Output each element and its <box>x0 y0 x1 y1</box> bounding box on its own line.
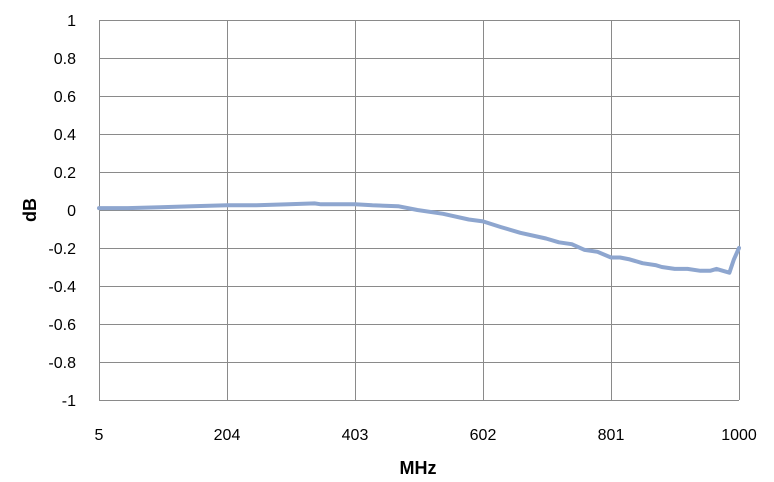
x-axis-title: MHz <box>400 458 437 478</box>
y-tick-labels: 1 0.8 0.6 0.4 0.2 0 -0.2 -0.4 -0.6 -0.8 -1 <box>48 13 76 410</box>
series-layer <box>99 203 739 272</box>
x-tick-label: 204 <box>214 427 241 444</box>
y-tick-label: 0.6 <box>54 89 76 106</box>
y-tick-label: -0.6 <box>48 317 76 334</box>
x-tick-label: 403 <box>342 427 369 444</box>
x-tick-label: 801 <box>598 427 625 444</box>
y-tick-label: -0.8 <box>48 355 76 372</box>
y-tick-label: 1 <box>67 13 76 30</box>
y-tick-label: 0.8 <box>54 51 76 68</box>
y-tick-label: 0.4 <box>54 127 76 144</box>
y-tick-label: -1 <box>62 393 76 410</box>
y-tick-label: -0.2 <box>48 241 76 258</box>
series-line <box>99 203 739 272</box>
x-tick-labels: 5 204 403 602 801 1000 <box>95 427 757 444</box>
y-tick-label: -0.4 <box>48 279 76 296</box>
y-tick-label: 0.2 <box>54 165 76 182</box>
y-axis-title: dB <box>20 198 40 222</box>
x-tick-label: 1000 <box>721 427 757 444</box>
y-tick-label: 0 <box>67 203 76 220</box>
x-tick-label: 5 <box>95 427 104 444</box>
x-tick-label: 602 <box>470 427 497 444</box>
